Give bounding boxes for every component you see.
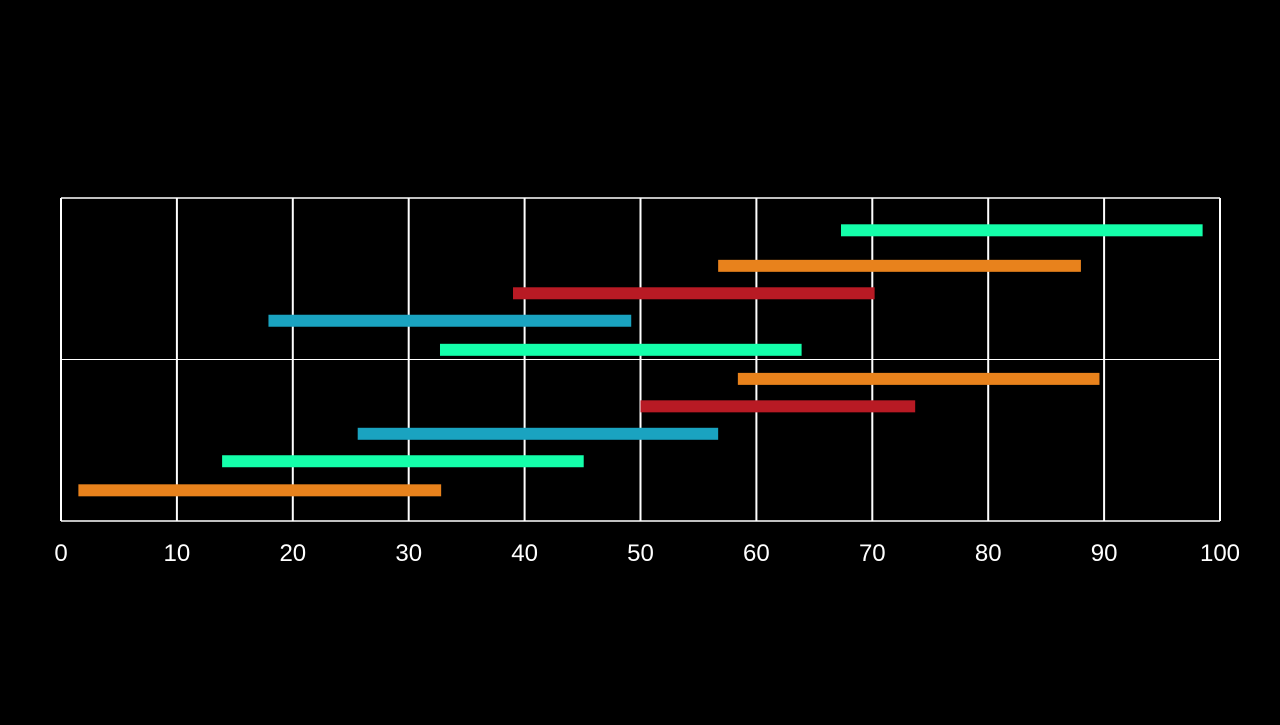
x-tick-label-80: 80	[975, 540, 1002, 567]
x-tick-label-10: 10	[164, 540, 191, 567]
x-tick-label-20: 20	[279, 540, 306, 567]
range-bar-5	[737, 372, 1100, 385]
x-tick-label-70: 70	[859, 540, 886, 567]
range-bar-10	[841, 224, 1203, 237]
x-tick-label-100: 100	[1200, 540, 1240, 567]
range-bar-7	[268, 314, 632, 327]
grid	[60, 197, 1221, 522]
x-tick-label-90: 90	[1091, 540, 1118, 567]
x-axis-ticks: 0 10 20 30 40 50 60 70 80 90 100	[54, 540, 1240, 567]
x-tick-label-30: 30	[395, 540, 422, 567]
range-bar-8	[513, 287, 875, 300]
range-bar-6	[439, 343, 802, 356]
range-bar-2	[222, 455, 584, 468]
range-bar-3	[357, 427, 719, 440]
range-bar-4	[640, 400, 916, 413]
range-bar-1	[78, 484, 442, 497]
x-tick-label-40: 40	[511, 540, 538, 567]
x-tick-label-50: 50	[627, 540, 654, 567]
range-bar-9	[718, 259, 1081, 272]
x-tick-label-60: 60	[743, 540, 770, 567]
x-tick-label-0: 0	[54, 540, 67, 567]
bars	[78, 224, 1203, 497]
